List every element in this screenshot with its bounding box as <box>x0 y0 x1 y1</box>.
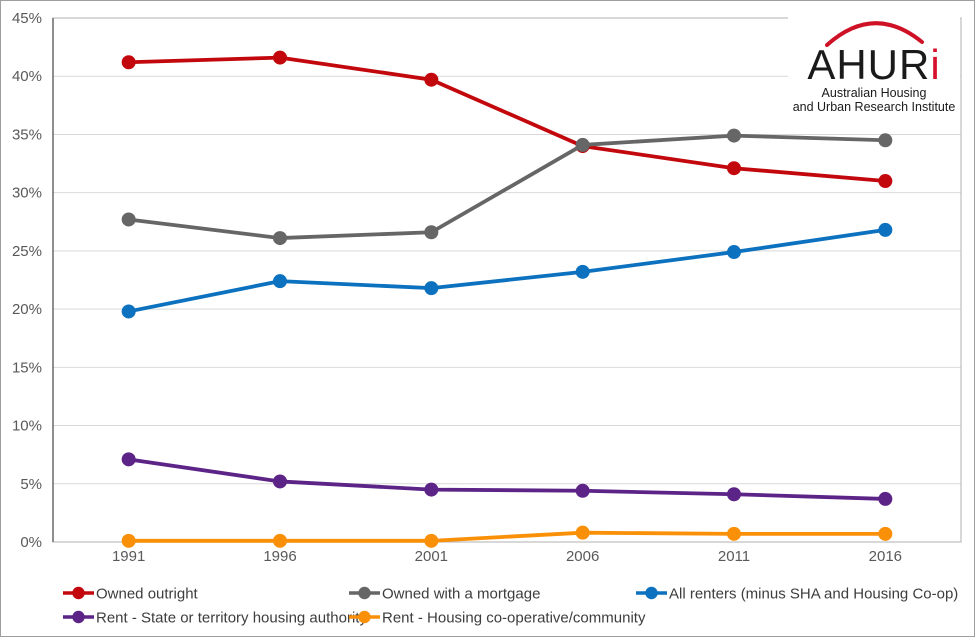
data-point-owned-outright-2001 <box>424 72 439 87</box>
data-point-rent-state-or-territory-housing-authority-1991 <box>121 452 136 467</box>
x-axis-tick-label: 2006 <box>566 548 599 565</box>
legend-label: Rent - Housing co-operative/community <box>382 610 646 627</box>
x-axis-tick-label: 2011 <box>718 548 750 565</box>
ahuri-tagline-line2: and Urban Research Institute <box>792 100 956 115</box>
y-axis-tick-label: 35% <box>12 126 42 143</box>
legend-marker-point <box>358 610 371 624</box>
legend-label: Owned outright <box>96 586 199 603</box>
data-point-owned-with-a-mortgage-2001 <box>424 225 439 240</box>
y-axis-tick-label: 5% <box>20 476 42 493</box>
data-point-rent-housing-co-operative-community-2006 <box>575 525 590 540</box>
data-point-owned-with-a-mortgage-1996 <box>273 231 287 246</box>
data-point-all-renters-minus-sha-and-housing-co-op-2001 <box>424 281 439 296</box>
data-point-rent-state-or-territory-housing-authority-2016 <box>878 491 893 506</box>
data-point-all-renters-minus-sha-and-housing-co-op-1991 <box>121 304 136 319</box>
data-point-rent-housing-co-operative-community-1996 <box>273 533 287 548</box>
legend-label: Owned with a mortgage <box>382 586 540 603</box>
data-point-owned-with-a-mortgage-2016 <box>878 133 893 148</box>
data-point-owned-with-a-mortgage-1991 <box>121 212 136 227</box>
ahuri-wordmark: AHURi <box>807 44 940 86</box>
data-point-owned-outright-2016 <box>878 174 893 189</box>
series-line-rent-state-or-territory-housing-authority <box>128 457 886 501</box>
x-axis-tick-label: 2016 <box>869 548 902 565</box>
ahuri-tagline-line1: Australian Housing <box>821 86 927 100</box>
data-point-rent-state-or-territory-housing-authority-2001 <box>424 482 439 497</box>
series-line-all-renters-minus-sha-and-housing-co-op <box>128 228 886 314</box>
series-line-owned-with-a-mortgage <box>128 133 886 240</box>
data-point-owned-outright-2011 <box>727 161 741 176</box>
legend-label: All renters (minus SHA and Housing Co-op… <box>669 586 958 603</box>
data-point-owned-with-a-mortgage-2006 <box>575 137 590 152</box>
legend-marker-point <box>358 586 371 600</box>
data-point-all-renters-minus-sha-and-housing-co-op-2011 <box>727 245 741 260</box>
legend-marker-point <box>72 610 85 624</box>
legend-label: Rent - State or territory housing author… <box>96 610 367 627</box>
series-line-rent-housing-co-operative-community <box>128 530 886 543</box>
data-point-rent-housing-co-operative-community-2001 <box>424 533 439 548</box>
x-axis-tick-label: 2001 <box>415 548 448 565</box>
data-point-owned-outright-1996 <box>273 50 287 65</box>
legend-marker-point <box>72 586 85 600</box>
data-point-rent-state-or-territory-housing-authority-2006 <box>575 483 590 498</box>
ahuri-arc-icon <box>825 21 924 47</box>
legend-item-rent-state-or-territory-housing-authority: Rent - State or territory housing author… <box>63 610 367 627</box>
y-axis-tick-label: 45% <box>12 10 42 27</box>
x-axis-tick-label: 1996 <box>263 548 296 565</box>
data-point-owned-outright-1991 <box>121 55 136 70</box>
data-point-owned-with-a-mortgage-2011 <box>727 128 741 143</box>
data-point-all-renters-minus-sha-and-housing-co-op-2016 <box>878 222 893 237</box>
data-point-rent-housing-co-operative-community-1991 <box>121 533 136 548</box>
legend-item-owned-with-a-mortgage: Owned with a mortgage <box>349 586 540 603</box>
data-point-rent-state-or-territory-housing-authority-2011 <box>727 487 741 502</box>
data-point-all-renters-minus-sha-and-housing-co-op-1996 <box>273 274 287 289</box>
y-axis-tick-label: 25% <box>12 243 42 260</box>
legend-item-rent-housing-co-operative-community: Rent - Housing co-operative/community <box>349 610 646 627</box>
data-point-rent-housing-co-operative-community-2016 <box>878 526 893 541</box>
legend-item-owned-outright: Owned outright <box>63 586 199 603</box>
ahuri-logo: AHURi Australian Housing and Urban Resea… <box>788 11 960 127</box>
ahuri-wordmark-black: AHUR <box>807 41 931 88</box>
x-axis-tick-label: 1991 <box>112 548 145 565</box>
y-axis-tick-label: 30% <box>12 185 42 202</box>
y-axis-tick-label: 15% <box>12 359 42 376</box>
y-axis-tick-label: 10% <box>12 418 42 435</box>
y-axis-tick-label: 20% <box>12 301 42 318</box>
y-axis-tick-label: 0% <box>20 534 42 551</box>
legend-marker-point <box>645 586 658 600</box>
data-point-rent-housing-co-operative-community-2011 <box>727 526 741 541</box>
legend-item-all-renters-minus-sha-and-housing-co-op: All renters (minus SHA and Housing Co-op… <box>636 586 958 603</box>
ahuri-wordmark-red-i: i <box>930 41 941 88</box>
data-point-rent-state-or-territory-housing-authority-1996 <box>273 474 287 489</box>
data-point-all-renters-minus-sha-and-housing-co-op-2006 <box>575 264 590 279</box>
series-line-owned-outright <box>128 55 886 183</box>
y-axis-tick-label: 40% <box>12 68 42 85</box>
